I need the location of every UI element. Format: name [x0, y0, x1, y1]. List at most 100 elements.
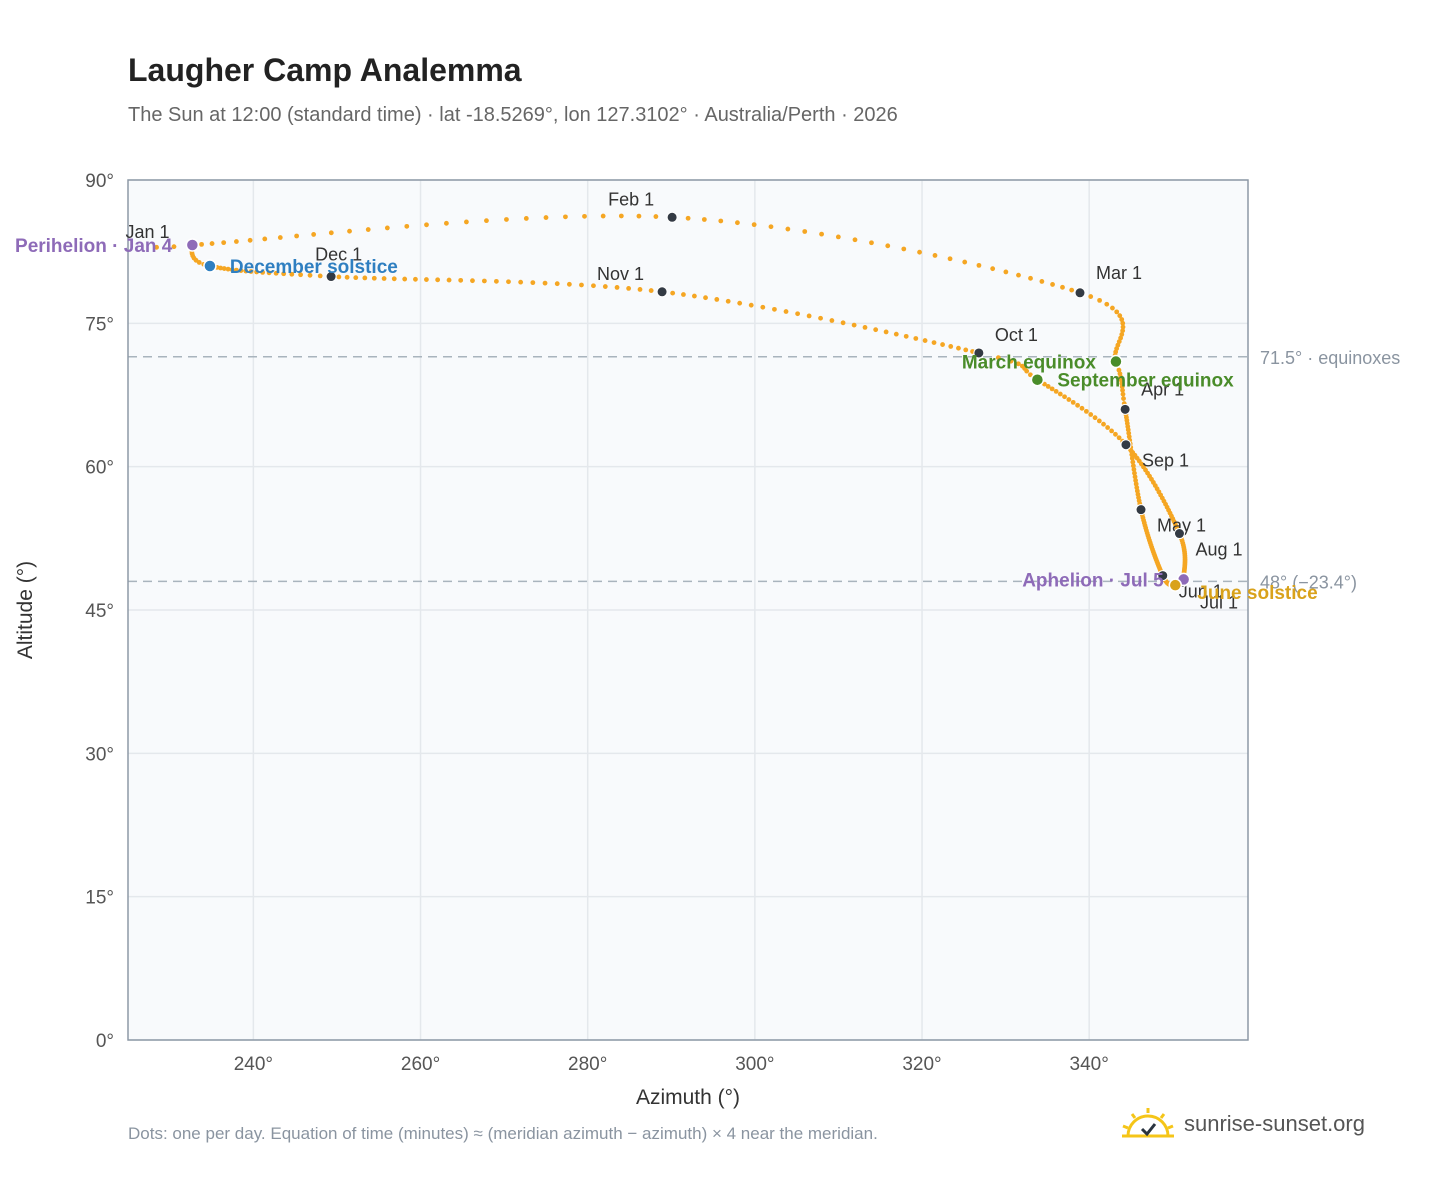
- daily-dot: [685, 215, 691, 221]
- daily-dot: [653, 214, 659, 219]
- daily-dot: [913, 336, 919, 341]
- month-label: Apr 1: [1141, 379, 1184, 399]
- daily-dot: [932, 253, 938, 258]
- daily-dot: [591, 283, 596, 289]
- daily-dot: [523, 216, 529, 221]
- daily-dot: [317, 273, 323, 279]
- daily-dot: [1097, 297, 1102, 303]
- daily-dot: [404, 223, 410, 229]
- daily-dot: [725, 298, 731, 304]
- daily-dot: [962, 259, 968, 265]
- daily-dot: [701, 217, 707, 222]
- daily-dot: [768, 224, 774, 230]
- daily-dot: [976, 262, 982, 268]
- daily-dot: [1008, 358, 1014, 364]
- daily-dot: [1028, 275, 1033, 281]
- daily-dot: [365, 227, 371, 232]
- daily-dot: [1019, 363, 1025, 369]
- daily-dot: [464, 219, 469, 225]
- daily-dot: [506, 279, 511, 285]
- daily-dot: [637, 287, 643, 292]
- daily-dot: [484, 218, 489, 224]
- month-label: Aug 1: [1195, 540, 1242, 560]
- daily-dot: [835, 234, 841, 240]
- month-marker: [1074, 287, 1086, 299]
- daily-dot: [947, 256, 953, 262]
- daily-dot: [1083, 408, 1089, 414]
- daily-dot: [819, 231, 824, 237]
- footnote: Dots: one per day. Equation of time (min…: [128, 1124, 878, 1143]
- y-tick-label: 60°: [85, 458, 114, 479]
- daily-dot: [458, 277, 464, 283]
- daily-dot: [802, 229, 808, 234]
- daily-dot: [566, 281, 572, 287]
- daily-dot: [328, 230, 334, 236]
- x-tick-label: 320°: [902, 1054, 941, 1075]
- daily-dot: [413, 276, 418, 282]
- x-tick-label: 340°: [1070, 1054, 1109, 1075]
- y-tick-label: 45°: [85, 601, 114, 622]
- daily-dot: [154, 244, 159, 250]
- x-axis-label: Azimuth (°): [636, 1086, 740, 1109]
- daily-dot: [626, 285, 632, 291]
- daily-dot: [1039, 279, 1045, 284]
- daily-dot: [262, 236, 268, 242]
- daily-dot: [1120, 387, 1125, 393]
- daily-dot: [1119, 332, 1125, 337]
- daily-dot: [221, 240, 227, 246]
- daily-dot: [1126, 434, 1132, 440]
- daily-dot: [446, 277, 452, 283]
- daily-dot: [1088, 412, 1094, 417]
- daily-dot: [248, 269, 254, 274]
- daily-dot: [751, 222, 757, 228]
- daily-dot: [760, 304, 766, 310]
- daily-dot: [885, 243, 891, 249]
- daily-dot: [243, 268, 249, 274]
- y-tick-label: 15°: [85, 888, 114, 909]
- x-tick-label: 240°: [234, 1054, 273, 1075]
- sun-logo-icon: [1122, 1108, 1174, 1138]
- daily-dot: [424, 222, 429, 228]
- brand[interactable]: sunrise-sunset.org: [1120, 1104, 1365, 1144]
- event-marker: [1030, 372, 1045, 387]
- reference-line-label: 71.5° · equinoxes: [1260, 348, 1400, 368]
- daily-dot: [602, 284, 608, 289]
- daily-dot: [681, 292, 686, 297]
- daily-dot: [1096, 418, 1102, 424]
- daily-dot: [1113, 431, 1118, 437]
- daily-dot: [281, 271, 287, 277]
- daily-dot: [353, 275, 359, 281]
- event-marker: [203, 259, 217, 273]
- x-tick-label: 300°: [735, 1054, 774, 1075]
- daily-dot: [221, 266, 227, 271]
- month-label: Jan 1: [125, 222, 169, 242]
- daily-dot: [1132, 470, 1137, 476]
- daily-dot: [347, 228, 352, 234]
- month-marker: [1120, 439, 1132, 451]
- daily-dot: [171, 244, 177, 250]
- daily-dot: [218, 265, 223, 271]
- chart-title: Laugher Camp Analemma: [128, 52, 522, 88]
- x-tick-label: 260°: [401, 1054, 440, 1075]
- daily-dot: [873, 327, 879, 333]
- event-label: Perihelion · Jan 4: [15, 236, 173, 257]
- daily-dot: [273, 270, 279, 276]
- daily-dot: [963, 347, 969, 353]
- event-label: June solstice: [1197, 583, 1317, 604]
- daily-dot: [748, 302, 754, 308]
- event-marker: [1109, 354, 1123, 369]
- daily-dot: [530, 280, 536, 286]
- daily-dot: [1027, 372, 1033, 378]
- month-label: Dec 1: [315, 245, 362, 265]
- daily-dot: [344, 274, 350, 280]
- daily-dot: [903, 333, 909, 339]
- x-tick-label: 280°: [568, 1054, 607, 1075]
- daily-dot: [311, 232, 317, 237]
- month-label: Nov 1: [597, 264, 644, 284]
- daily-dot: [1049, 386, 1055, 392]
- month-marker: [666, 211, 678, 223]
- daily-dot: [648, 288, 654, 293]
- daily-dot: [294, 233, 300, 239]
- daily-dot: [1116, 367, 1122, 373]
